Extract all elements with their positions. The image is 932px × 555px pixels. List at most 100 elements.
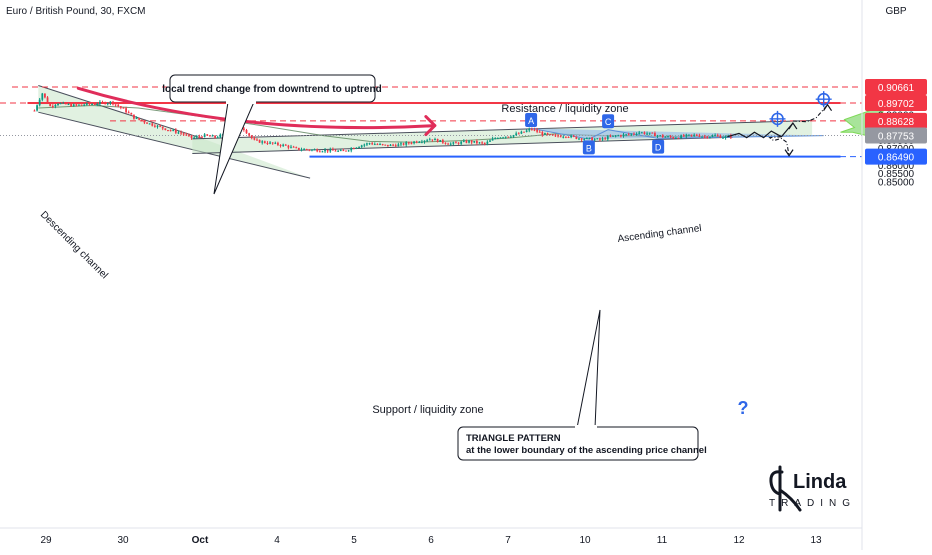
candle-body bbox=[455, 142, 457, 144]
point-badge-A: A bbox=[525, 113, 538, 128]
candle bbox=[475, 139, 478, 146]
candle-body bbox=[277, 142, 279, 145]
time-tick-label: 30 bbox=[117, 535, 129, 546]
candle-body bbox=[80, 104, 83, 106]
candle-body bbox=[151, 123, 154, 126]
candle-body bbox=[502, 137, 504, 139]
candle bbox=[575, 136, 578, 140]
candle-body bbox=[266, 142, 269, 144]
candle bbox=[619, 134, 622, 138]
candle-body bbox=[640, 132, 643, 134]
price-tag-text: 0.90661 bbox=[878, 83, 915, 94]
candle-body bbox=[93, 103, 96, 105]
candle-body bbox=[174, 129, 177, 133]
point-badge-bg bbox=[602, 114, 615, 129]
candle bbox=[693, 133, 696, 137]
candle-body bbox=[708, 136, 711, 138]
candle bbox=[455, 140, 457, 144]
candle bbox=[606, 134, 609, 142]
candle bbox=[114, 104, 117, 107]
candle bbox=[541, 130, 544, 137]
candle-body bbox=[308, 149, 311, 151]
price-tag-text: 0.88628 bbox=[878, 117, 915, 128]
candle bbox=[78, 104, 80, 106]
candle-body bbox=[536, 129, 539, 132]
candle bbox=[421, 139, 423, 144]
scenario-arrowhead bbox=[784, 149, 794, 157]
candle-body bbox=[208, 135, 211, 137]
trend-change-arc bbox=[76, 86, 437, 130]
candle-body bbox=[478, 142, 481, 144]
candle-body bbox=[96, 104, 99, 106]
candle bbox=[355, 147, 358, 150]
candle-body bbox=[659, 135, 662, 137]
ascending-channel-lower-line bbox=[192, 136, 733, 154]
symbol-title: Euro / British Pound, 30, FXCM bbox=[6, 6, 146, 17]
currency-label: GBP bbox=[885, 6, 906, 17]
candle-body bbox=[656, 135, 659, 137]
candle-body bbox=[528, 128, 531, 131]
candle-body bbox=[159, 125, 162, 127]
candle bbox=[585, 137, 588, 140]
candle-body bbox=[292, 146, 295, 148]
candle-body bbox=[245, 130, 248, 134]
candle-body bbox=[394, 145, 397, 147]
candle bbox=[290, 144, 292, 149]
candle bbox=[190, 135, 193, 140]
candle bbox=[536, 127, 539, 134]
candle-body bbox=[75, 104, 78, 106]
price-tag-resistance: 0.88628 bbox=[865, 112, 927, 129]
candle bbox=[297, 147, 300, 151]
price-tag-last-price: 0.87753 bbox=[865, 127, 927, 144]
candle-body bbox=[85, 103, 88, 105]
triangle-callout-title: TRIANGLE PATTERN bbox=[466, 433, 561, 444]
candle bbox=[83, 103, 86, 107]
point-badge-B: B bbox=[582, 140, 595, 155]
candle-body bbox=[282, 144, 285, 146]
descending-channel-fill bbox=[38, 85, 311, 179]
candle bbox=[486, 140, 489, 146]
candle bbox=[489, 139, 491, 142]
candle-body bbox=[651, 132, 654, 134]
candle-body bbox=[185, 134, 188, 136]
candle-body bbox=[130, 112, 133, 115]
candle-body bbox=[91, 103, 93, 105]
candle bbox=[198, 134, 201, 139]
candle-body bbox=[198, 136, 201, 138]
candle-body bbox=[99, 101, 101, 105]
candle bbox=[434, 137, 436, 141]
candle-body bbox=[329, 149, 332, 152]
candle-body bbox=[321, 151, 324, 153]
candle-body bbox=[167, 130, 169, 132]
candle-body bbox=[358, 146, 360, 148]
candle bbox=[708, 136, 711, 139]
point-badge-bg bbox=[525, 113, 538, 128]
candle-body bbox=[379, 144, 381, 146]
candle-body bbox=[646, 133, 648, 135]
candle bbox=[172, 128, 175, 132]
candle bbox=[394, 143, 397, 148]
candle bbox=[612, 135, 614, 138]
candle bbox=[253, 136, 256, 141]
candle bbox=[491, 136, 494, 141]
candle bbox=[248, 132, 251, 137]
candle-body bbox=[562, 136, 565, 138]
candle bbox=[661, 134, 664, 139]
price-tag-bg bbox=[865, 94, 927, 111]
candle bbox=[701, 136, 703, 138]
candle bbox=[148, 123, 151, 125]
candle bbox=[523, 131, 525, 133]
candle bbox=[313, 148, 316, 151]
point-badge-C: C bbox=[602, 114, 615, 129]
candle-body bbox=[339, 150, 342, 152]
candle-body bbox=[578, 138, 580, 140]
time-axis[interactable]: 29 30 Oct 4 5 6 7 10 11 12 13 bbox=[40, 535, 822, 546]
candle bbox=[426, 138, 429, 142]
candle bbox=[318, 150, 321, 153]
candle-body bbox=[447, 143, 449, 145]
candle bbox=[88, 102, 91, 106]
candle bbox=[201, 135, 203, 139]
candle bbox=[282, 143, 285, 147]
candle bbox=[164, 128, 167, 131]
